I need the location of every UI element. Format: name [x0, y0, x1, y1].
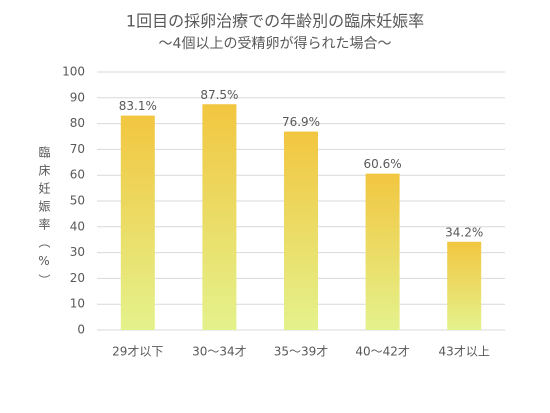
- value-label: 60.6%: [364, 157, 402, 171]
- bar: [202, 104, 237, 330]
- x-tick-label: 29才以下: [112, 345, 163, 359]
- chart-title: 1回目の採卵治療での年齢別の臨床妊娠率: [126, 12, 424, 31]
- y-axis-label: 臨床妊娠率（%）: [37, 146, 51, 292]
- x-tick-label: 30～34才: [192, 345, 247, 359]
- value-label: 87.5%: [200, 88, 238, 102]
- x-tick-label: 43才以上: [439, 345, 490, 359]
- y-tick-label: 90: [70, 90, 85, 104]
- y-tick-label: 70: [70, 142, 85, 156]
- y-tick-label: 60: [70, 168, 85, 182]
- chart-subtitle: ～4個以上の受精卵が得られた場合～: [159, 35, 392, 52]
- value-label: 76.9%: [282, 115, 320, 129]
- y-tick-label: 10: [70, 297, 85, 311]
- bar: [284, 131, 318, 330]
- value-label: 34.2%: [445, 225, 483, 239]
- y-tick-label: 40: [70, 219, 85, 233]
- bar: [120, 115, 155, 331]
- y-tick-label: 20: [70, 271, 85, 285]
- value-label: 83.1%: [119, 99, 157, 113]
- x-tick-label: 35～39才: [274, 345, 329, 359]
- bar: [447, 241, 482, 330]
- y-tick-label: 50: [70, 194, 85, 208]
- y-tick-label: 0: [77, 323, 85, 337]
- y-tick-label: 30: [70, 245, 85, 259]
- y-tick-label: 100: [62, 65, 85, 79]
- x-tick-label: 40～42才: [355, 345, 410, 359]
- y-tick-label: 80: [70, 116, 85, 130]
- bar: [365, 173, 400, 330]
